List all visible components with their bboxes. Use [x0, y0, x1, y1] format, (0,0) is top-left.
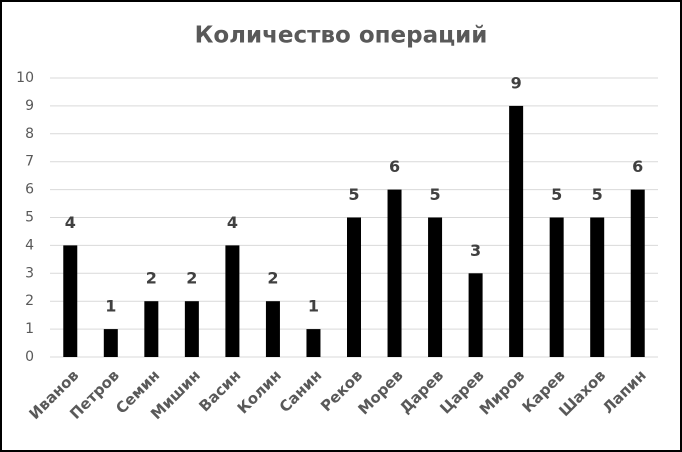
bar [225, 245, 240, 357]
data-label: 6 [389, 157, 400, 176]
bar [549, 217, 564, 357]
bar [265, 301, 280, 357]
data-label: 5 [429, 185, 440, 204]
y-tick-label: 8 [25, 126, 34, 142]
y-tick-label: 2 [25, 293, 34, 309]
bar [184, 301, 199, 357]
bar [144, 301, 159, 357]
y-tick-label: 5 [25, 210, 34, 226]
y-tick-label: 4 [25, 237, 34, 253]
data-label: 5 [348, 185, 359, 204]
bar [509, 105, 524, 358]
data-label: 1 [105, 297, 116, 316]
y-tick-label: 7 [25, 154, 34, 170]
data-label: 3 [470, 241, 481, 260]
bar [63, 245, 78, 357]
chart-title: Количество операций [195, 23, 488, 49]
y-tick-label: 0 [25, 349, 34, 365]
bar [347, 217, 361, 357]
bar [590, 217, 605, 357]
data-label: 9 [511, 73, 522, 92]
y-tick-label: 6 [25, 182, 34, 198]
y-tick-label: 10 [16, 70, 34, 86]
bar [103, 329, 118, 357]
data-label: 2 [146, 269, 157, 288]
data-label: 1 [308, 297, 319, 316]
bar [387, 189, 402, 357]
bar [428, 217, 443, 357]
y-tick-label: 9 [25, 98, 34, 114]
y-tick-label: 1 [25, 321, 34, 337]
data-label: 5 [551, 185, 562, 204]
bar [630, 189, 645, 357]
bar [468, 273, 483, 357]
data-label: 4 [65, 213, 76, 232]
bar [306, 329, 321, 357]
data-label: 5 [592, 185, 603, 204]
data-label: 2 [267, 269, 278, 288]
data-label: 2 [186, 269, 197, 288]
y-tick-label: 3 [25, 265, 34, 281]
data-label: 4 [227, 213, 238, 232]
data-label: 6 [632, 157, 643, 176]
